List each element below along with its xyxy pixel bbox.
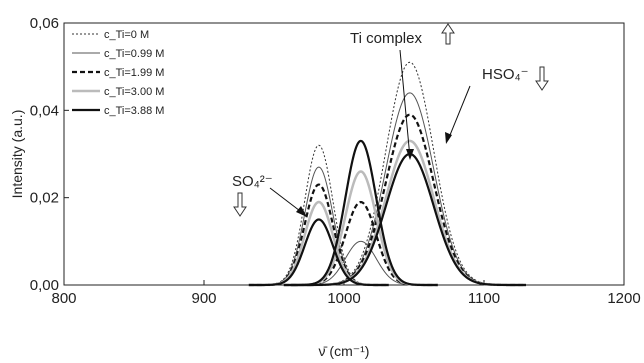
y-tick-label: 0,06	[30, 15, 59, 32]
x-tick-label: 800	[51, 290, 76, 307]
series-4-band-2	[290, 152, 527, 287]
legend: c_Ti=0 M c_Ti=0.99 M c_Ti=1.99 M c_Ti=3.00 …	[72, 29, 164, 117]
legend-label: c_Ti=0.99 M	[104, 48, 164, 60]
legend-label: c_Ti=3.00 M	[104, 86, 164, 98]
x-tick-label: 1200	[607, 290, 640, 307]
hso4-pointer	[447, 85, 471, 141]
series-group	[248, 61, 527, 287]
ti-complex-arrowhead	[406, 149, 414, 160]
x-tick-label: 1000	[327, 290, 360, 307]
x-axis: 800 900 1000 1100 1200	[51, 280, 641, 307]
so4-arrowhead	[296, 206, 307, 217]
legend-label: c_Ti=3.88 M	[104, 105, 164, 117]
plot-frame	[63, 22, 625, 286]
x-tick-label: 1100	[468, 290, 500, 307]
ti-complex-pointer	[399, 49, 411, 159]
annotation-ti-complex-label: Ti complex	[350, 30, 422, 47]
series-4-band-0	[248, 218, 390, 287]
y-tick-label: 0,02	[30, 190, 59, 207]
annotation-hso4-label: HSO₄⁻	[482, 66, 529, 83]
y-axis: 0,00 0,02 0,04 0,06	[30, 15, 69, 294]
series-2-band-0	[248, 183, 390, 287]
legend-label: c_Ti=0 M	[104, 29, 149, 41]
legend-label: c_Ti=1.99 M	[104, 67, 164, 79]
series-0-band-0	[248, 144, 389, 286]
series-1-band-2	[290, 92, 526, 286]
down-arrow-icon	[233, 192, 247, 217]
y-tick-label: 0,00	[30, 277, 59, 294]
up-arrow-icon	[441, 23, 455, 45]
annotation-ti-complex: Ti complex	[350, 23, 455, 160]
x-axis-title: ν̄ (cm⁻¹)	[319, 343, 370, 359]
hso4-arrowhead	[445, 132, 452, 144]
y-axis-title: Intensity (a.u.)	[9, 110, 25, 199]
x-tick-label: 900	[191, 290, 216, 307]
series-0-band-1	[290, 61, 526, 286]
annotation-hso4: HSO₄⁻	[445, 66, 549, 144]
annotation-so4: SO₄²⁻	[232, 173, 307, 217]
series-1-band-1	[283, 240, 438, 286]
y-tick-label: 0,04	[30, 102, 59, 119]
down-arrow-icon	[535, 66, 549, 91]
annotation-so4-label: SO₄²⁻	[232, 173, 273, 190]
